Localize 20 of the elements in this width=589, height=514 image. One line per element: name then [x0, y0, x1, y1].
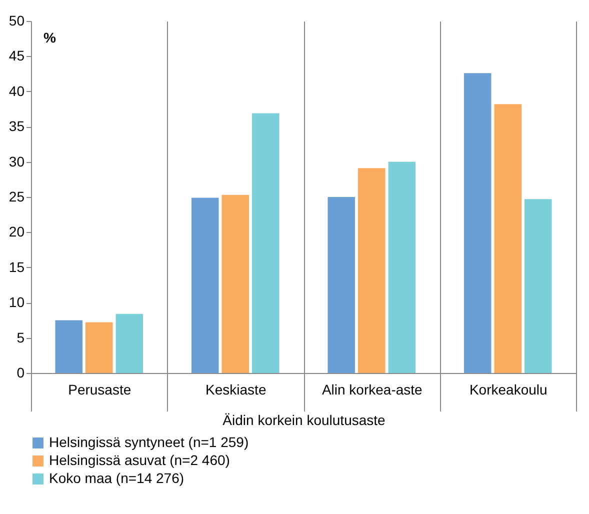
x-tick-label: Perusaste — [68, 382, 132, 398]
y-tick-label: 25 — [8, 188, 25, 204]
y-tick-label: 45 — [8, 48, 25, 64]
y-tick-label: 5 — [16, 329, 25, 346]
x-tick-label: Korkeakoulu — [469, 382, 548, 398]
y-tick-label: 0 — [16, 364, 25, 380]
y-tick-label: 15 — [8, 258, 25, 275]
y-axis-title: % — [44, 30, 56, 46]
y-tick-label: 30 — [8, 153, 25, 170]
y-tick-label: 40 — [8, 82, 25, 99]
legend-label: Helsingissä syntyneet (n=1 259) — [49, 434, 249, 450]
x-tick-label: Keskiaste — [206, 382, 266, 398]
y-tick-label: 20 — [8, 224, 25, 240]
x-axis-title: Äidin korkein koulutusaste — [222, 412, 386, 428]
y-tick-label: 10 — [8, 294, 25, 310]
x-tick-label: Alin korkea-aste — [322, 382, 423, 398]
legend-label: Helsingissä asuvat (n=2 460) — [49, 452, 230, 468]
legend-label: Koko maa (n=14 276) — [49, 470, 184, 486]
y-tick-label: 35 — [8, 118, 25, 134]
y-tick-label: 50 — [8, 12, 25, 28]
